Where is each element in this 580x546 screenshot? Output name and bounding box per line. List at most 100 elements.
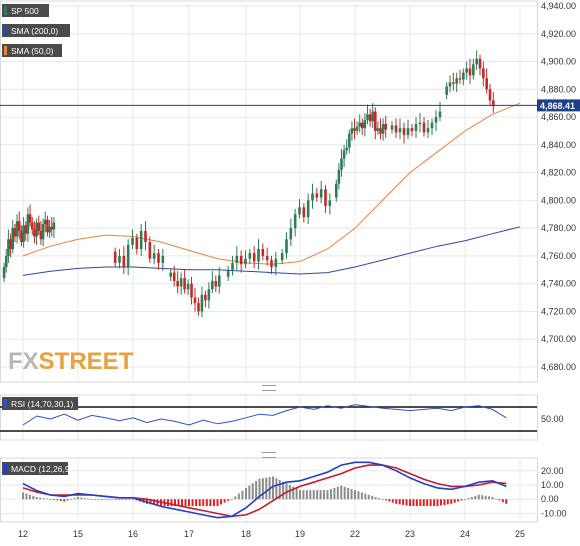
macd-histogram-bar [457, 499, 460, 502]
rsi-axis: 50.00 [541, 414, 564, 424]
candle-body [350, 128, 354, 134]
time-tick-label: 23 [405, 529, 415, 539]
time-tick-label: 16 [128, 529, 138, 539]
price-tick-label: 4,900.00 [541, 57, 576, 67]
price-tick-label: 4,940.00 [541, 1, 576, 11]
candle-body [371, 111, 374, 122]
candle-body [472, 64, 475, 76]
macd-label-swatch [4, 464, 7, 473]
macd-histogram-bar [405, 499, 408, 506]
candle-body [406, 128, 410, 136]
candle-body [235, 255, 239, 263]
candle-body [379, 128, 382, 134]
macd-histogram-bar [46, 498, 49, 500]
candle-body [353, 128, 356, 131]
macd-histogram-bar [167, 499, 169, 507]
macd-histogram-bar [412, 499, 415, 507]
candle-body [135, 237, 139, 249]
macd-histogram-bar [453, 499, 456, 503]
macd-histogram-bar [371, 495, 374, 500]
svg-text:FXSTREET: FXSTREET [8, 348, 134, 375]
candle-body [15, 221, 19, 237]
candle-body [37, 222, 41, 231]
macd-histogram-bar [398, 499, 401, 505]
price-tick-label: 4,740.00 [541, 279, 576, 289]
macd-histogram-bar [195, 499, 198, 507]
candle-body [324, 189, 327, 206]
macd-panel-frame [0, 457, 538, 523]
macd-histogram-bar [340, 485, 343, 500]
time-tick-label: 17 [184, 529, 194, 539]
candle-body [261, 248, 265, 256]
candle-body [33, 229, 36, 237]
price-tick-label: 4,780.00 [541, 223, 576, 233]
macd-histogram-bar [350, 489, 353, 500]
macd-panel-resize-handle[interactable] [262, 452, 276, 458]
candle-body [345, 147, 348, 151]
macd-histogram-bar [191, 499, 194, 507]
macd-histogram-bar [114, 499, 117, 501]
macd-histogram-bar [258, 478, 261, 500]
macd-histogram-bar [319, 490, 322, 500]
macd-histogram-bar [388, 499, 391, 502]
candle-body [13, 228, 17, 237]
candle-body [139, 230, 143, 249]
rsi-label: RSI (14,70,30,1) [11, 399, 74, 409]
macd-histogram-bar [128, 499, 131, 501]
candle-body [4, 255, 8, 268]
macd-histogram-bar [234, 496, 237, 500]
macd-histogram-bar [184, 499, 187, 507]
candle-body [7, 239, 10, 256]
macd-histogram-bar [312, 490, 315, 500]
candle-body [394, 125, 398, 133]
macd-histogram-bar [402, 499, 405, 505]
macd-histogram-bar [505, 499, 508, 504]
macd-histogram-bar [205, 499, 208, 507]
time-tick-label: 24 [460, 529, 470, 539]
candle-body [289, 228, 293, 240]
candle-body [193, 297, 197, 304]
candle-body [414, 124, 418, 131]
candle-body [161, 255, 165, 263]
macd-histogram-bar [357, 491, 360, 500]
price-panel: FXSTREET 4,868.41 4,940.00 4,920.00 4,900.… [0, 0, 580, 383]
macd-histogram-bar [97, 499, 100, 501]
macd-histogram-bar [333, 487, 336, 500]
candle-body [468, 68, 472, 76]
macd-histogram-bar [302, 490, 305, 500]
macd-histogram-bar [77, 496, 79, 500]
candle-body [122, 255, 126, 268]
candle-body [381, 124, 385, 134]
macd-histogram-bar [309, 490, 312, 500]
macd-histogram-bar [378, 498, 381, 500]
candle-body [22, 225, 25, 243]
time-tick-label: 22 [350, 529, 360, 539]
rsi-line [22, 404, 507, 426]
candle-body [48, 226, 51, 233]
macd-histogram-bar [56, 499, 59, 501]
macd-histogram-bar [87, 498, 90, 500]
price-tick-label: 4,840.00 [541, 140, 576, 150]
sma-lines [22, 102, 521, 276]
macd-histogram-bar [391, 499, 394, 503]
macd-histogram-bar [415, 499, 418, 507]
macd-histogram-bar [381, 499, 384, 501]
macd-histogram-bar [295, 488, 298, 500]
candle-body [144, 230, 147, 243]
candle-body [183, 278, 186, 290]
macd-histogram-bar [111, 499, 114, 501]
candle-body [43, 219, 47, 224]
candle-body [306, 200, 310, 218]
macd-histogram-bar [80, 497, 83, 500]
candle-body [368, 114, 372, 122]
price-panel-frame [0, 0, 538, 383]
macd-histogram-bar [450, 499, 453, 504]
macd-histogram-bar [255, 481, 258, 500]
rsi-panel-resize-handle[interactable] [262, 385, 276, 391]
price-tick-label: 4,920.00 [541, 29, 576, 39]
macd-histogram-bar [107, 499, 110, 501]
macd-histogram-bar [209, 499, 212, 507]
price-tick-label: 4,680.00 [541, 362, 576, 372]
macd-line [22, 461, 507, 519]
